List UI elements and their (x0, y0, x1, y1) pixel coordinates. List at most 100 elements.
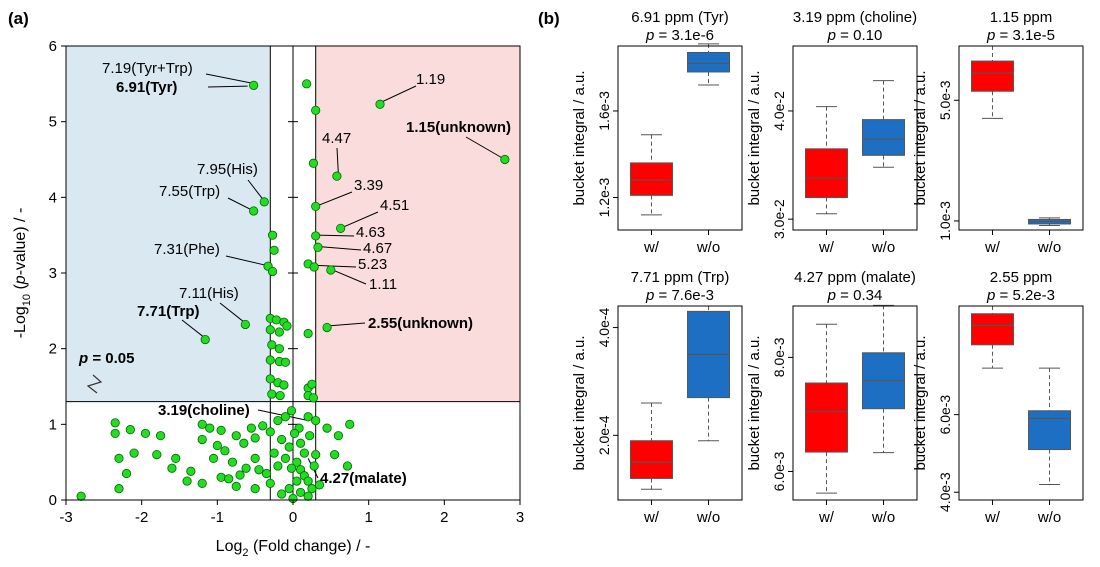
annotation-leader (330, 268, 367, 285)
data-point (186, 466, 196, 476)
data-point (311, 415, 321, 426)
boxplot-title: 4.27 ppm (malate) (794, 269, 916, 286)
data-point (307, 379, 317, 389)
data-point (307, 484, 317, 494)
data-point (303, 412, 313, 422)
y-axis-label: bucket integral / a.u. (746, 70, 763, 205)
data-point (140, 428, 151, 439)
down-regulated-region (66, 46, 271, 402)
data-point (311, 231, 321, 241)
y-tick-label: 2.0e-4 (596, 415, 612, 455)
data-point (224, 474, 234, 484)
data-point (345, 419, 355, 429)
data-point (235, 470, 245, 480)
data-point (197, 478, 207, 488)
x-axis-label: Log2 (Fold change) / - (216, 538, 371, 559)
data-point (311, 201, 321, 212)
panel-b-label: (b) (538, 9, 560, 28)
annotation-label: 7.19(Tyr+Trp) (102, 60, 193, 77)
data-point (249, 80, 259, 90)
x-tick-label: w/o (696, 239, 720, 256)
boxplot-title: 7.71 ppm (Trp) (631, 269, 730, 286)
data-point (267, 340, 277, 350)
annotation-leader (315, 264, 357, 268)
y-tick-label: 2 (49, 341, 57, 358)
data-point (322, 423, 332, 433)
data-point (305, 431, 315, 441)
up-regulated-region (315, 46, 520, 402)
x-tick-label: w/ (643, 239, 660, 256)
annotation-label: 4.27(malate) (320, 470, 407, 487)
box (970, 60, 1014, 92)
annotation-label: 4.47 (322, 130, 351, 147)
data-point (231, 481, 241, 491)
data-point (271, 315, 281, 325)
annotation-leader (205, 73, 256, 85)
data-point (280, 412, 291, 422)
boxplot-pvalue: p = 5.2e-3 (986, 287, 1055, 304)
data-point (265, 478, 275, 488)
volcano-panel: (a) -3 -2 -1 0 1 2 3 0 1 2 3 4 5 6 7.19(Tyr+Trp) 6.91(… (8, 9, 524, 559)
x-tick-label: w/ (643, 509, 660, 526)
x-tick-label: w/ (818, 509, 835, 526)
y-tick-label: 5.0e-3 (937, 80, 953, 120)
y-axis-label: -Log10 (p-value) / - (12, 208, 33, 339)
y-axis-label: bucket integral / a.u. (912, 335, 929, 470)
x-tick-label: 1 (364, 509, 372, 526)
box (629, 440, 673, 479)
significance-label: p = 0.05 (78, 350, 134, 367)
data-point (220, 446, 230, 456)
boxplot-title: 1.15 ppm (990, 9, 1053, 26)
annotation-label: 1.11 (369, 276, 397, 293)
data-point (295, 487, 306, 498)
annotation-label: 7.71(Trp) (137, 303, 200, 320)
data-point (121, 468, 132, 479)
y-tick-label: 1.0e-3 (937, 201, 953, 241)
data-point (259, 197, 269, 207)
y-tick-label: 1 (49, 416, 57, 433)
data-point (239, 438, 249, 448)
box (804, 148, 848, 199)
data-point (212, 440, 222, 451)
boxplot-frame (792, 45, 918, 231)
data-point (330, 449, 340, 460)
data-point (231, 431, 241, 441)
data-point (289, 428, 300, 439)
data-point (299, 448, 309, 458)
data-point (313, 242, 323, 252)
x-tick-label: w/o (1037, 239, 1061, 256)
y-axis-label: bucket integral / a.u. (571, 70, 588, 205)
y-axis-label: bucket integral / a.u. (571, 335, 588, 470)
data-point (250, 484, 260, 494)
y-tick-label: 0 (49, 492, 57, 509)
annotation-label: 7.95(His) (197, 161, 258, 178)
x-tick-label: -2 (135, 509, 148, 526)
y-tick-label: 4.0e-2 (771, 91, 787, 131)
annotation-leader (227, 197, 254, 212)
annotation-label: 4.63 (356, 224, 385, 241)
data-point (269, 245, 279, 255)
x-tick-label: 0 (289, 509, 297, 526)
data-point (280, 453, 291, 463)
annotation-label: 3.39 (354, 177, 383, 194)
annotation-leader (315, 191, 353, 207)
y-tick-label: 8.0e-3 (771, 337, 787, 377)
data-point (273, 461, 283, 471)
y-axis-label: bucket integral / a.u. (912, 70, 929, 205)
boxplot-frame (617, 305, 743, 501)
data-point (308, 393, 319, 403)
data-point (110, 418, 120, 428)
x-tick-label: w/o (871, 239, 895, 256)
y-tick-label: 5 (49, 114, 57, 131)
x-tick-label: w/ (984, 239, 1001, 256)
data-point (286, 463, 297, 473)
annotation-label: 6.91(Tyr) (116, 79, 177, 96)
data-point (261, 468, 272, 479)
boxplot-pvalue: p = 3.1e-6 (645, 27, 714, 44)
data-point (208, 453, 219, 463)
boxplot-pvalue: p = 0.34 (827, 287, 883, 304)
data-point (114, 484, 124, 494)
